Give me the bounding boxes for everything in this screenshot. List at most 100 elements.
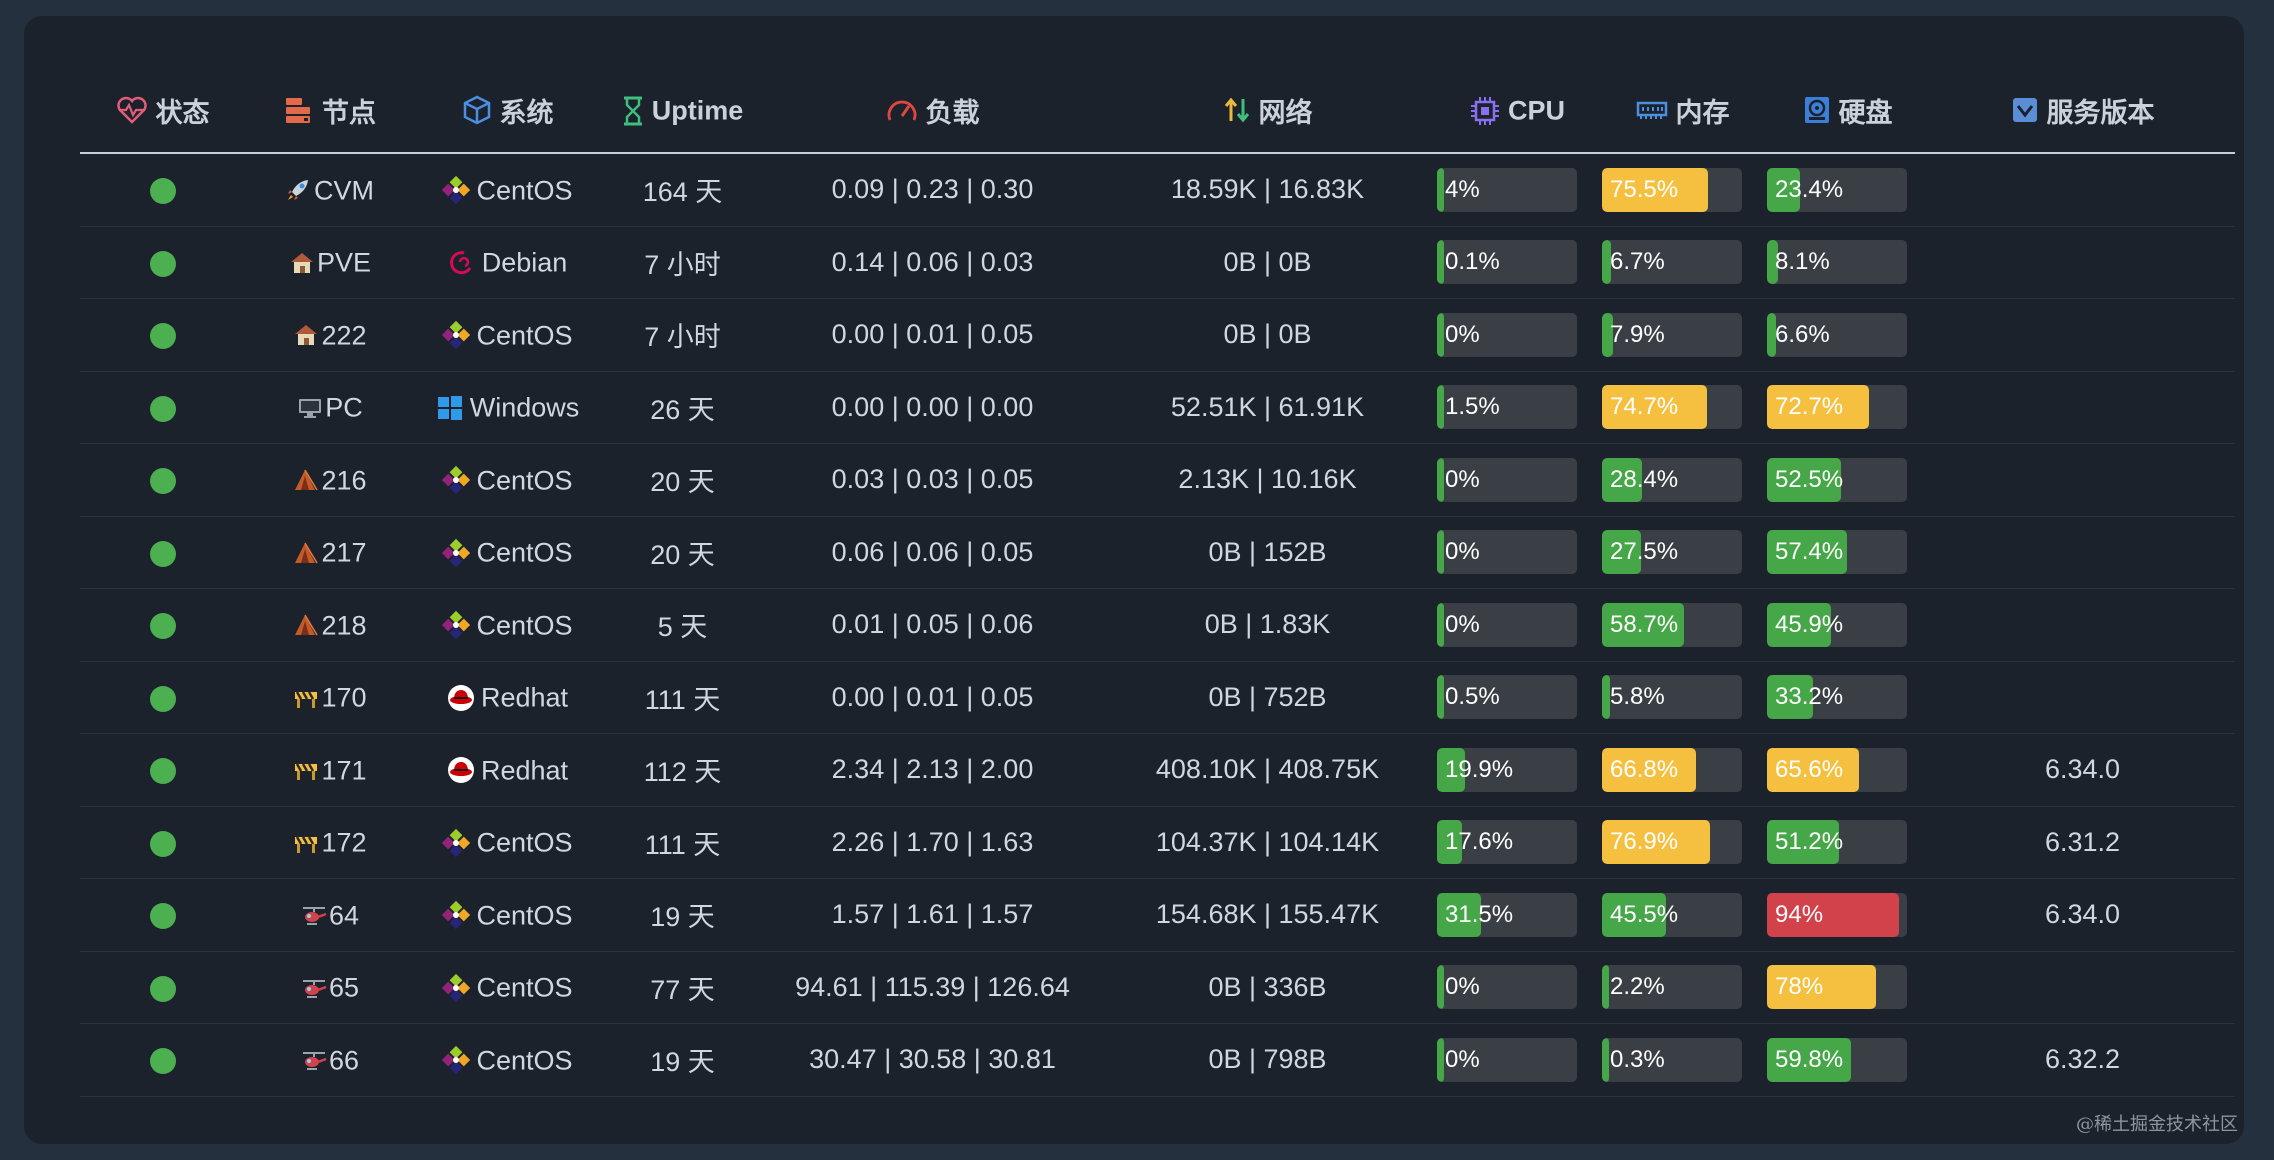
memory-cell: 74.7% (1600, 371, 1765, 444)
disk-usage-bar-label: 23.4% (1775, 175, 1844, 203)
helicopter-icon (301, 1048, 327, 1072)
column-header-uptime[interactable]: Uptime (600, 68, 765, 154)
load-cell: 94.61 | 115.39 | 126.64 (765, 951, 1100, 1024)
os-name: Redhat (480, 754, 569, 785)
disk-usage-bar-label: 59.8% (1775, 1045, 1844, 1073)
node-cell: CVM (245, 153, 415, 227)
version-cell: 6.32.2 (1930, 1023, 2235, 1097)
cpu-usage-bar-fill (1437, 1037, 1444, 1082)
column-header-network[interactable]: 网络 (1100, 68, 1435, 154)
network-cell: 0B | 152B (1100, 516, 1435, 589)
disk-usage-bar: 94% (1767, 892, 1907, 937)
os-cell: CentOS (415, 516, 600, 589)
uptime-cell: 5 天 (600, 588, 765, 662)
disk-usage-bar-fill (1767, 965, 1877, 1010)
cpu-usage-bar-label: 4% (1445, 175, 1480, 203)
status-cell (80, 516, 245, 589)
memory-usage-bar-label: 2.2% (1610, 973, 1665, 1001)
load-cell: 0.00 | 0.01 | 0.05 (765, 661, 1100, 734)
cpu-usage-bar-label: 0% (1445, 1045, 1480, 1073)
disk-usage-bar-fill (1767, 892, 1899, 937)
table-row[interactable]: CVM CentOS 164 天 0.09 | 0.23 | 0.30 18.59K |… (80, 153, 2235, 227)
os-cell: CentOS (415, 1023, 600, 1097)
centos-icon (442, 1046, 471, 1075)
cpu-usage-bar-fill (1437, 385, 1444, 430)
cpu-usage-bar: 4% (1437, 167, 1577, 212)
memory-cell: 2.2% (1600, 951, 1765, 1024)
table-row[interactable]: 171 Redhat 112 天 2.34 | 2.13 | 2.00 408.10K … (80, 733, 2235, 807)
os-name: CentOS (476, 319, 573, 350)
network-cell: 18.59K | 16.83K (1100, 153, 1435, 227)
uptime-cell: 20 天 (600, 516, 765, 589)
helicopter-icon (301, 976, 327, 1000)
network-cell: 104.37K | 104.14K (1100, 806, 1435, 879)
column-header-os[interactable]: 系统 (415, 68, 600, 154)
disk-usage-bar: 45.9% (1767, 602, 1907, 647)
memory-usage-bar-label: 6.7% (1610, 248, 1665, 276)
node-cell: 170 (245, 661, 415, 734)
load-cell: 30.47 | 30.58 | 30.81 (765, 1023, 1100, 1097)
column-header-version[interactable]: 服务版本 (1930, 68, 2235, 154)
cpu-usage-bar: 0% (1437, 602, 1577, 647)
os-cell: CentOS (415, 951, 600, 1024)
tent-icon (293, 613, 319, 637)
column-header-node[interactable]: 节点 (245, 68, 415, 154)
os-cell: Redhat (415, 733, 600, 807)
column-label: 状态 (155, 97, 210, 128)
barrier-icon (293, 758, 319, 782)
table-row[interactable]: 217 CentOS 20 天 0.06 | 0.06 | 0.05 0B | 152B… (80, 516, 2235, 589)
table-row[interactable]: 64 CentOS 19 天 1.57 | 1.61 | 1.57 154.68K | … (80, 878, 2235, 952)
memory-cell: 6.7% (1600, 226, 1765, 299)
disk-usage-bar: 51.2% (1767, 820, 1907, 865)
column-header-memory[interactable]: 内存 (1600, 68, 1765, 154)
uptime-cell: 112 天 (600, 733, 765, 807)
disk-usage-bar-fill (1767, 602, 1832, 647)
cpu-usage-bar-fill (1437, 892, 1482, 937)
disk-cell: 94% (1765, 878, 1930, 952)
table-row[interactable]: 216 CentOS 20 天 0.03 | 0.03 | 0.05 2.13K | 1… (80, 443, 2235, 517)
table-row[interactable]: 66 CentOS 19 天 30.47 | 30.58 | 30.81 0B | 79… (80, 1023, 2235, 1097)
table-row[interactable]: 170 Redhat 111 天 0.00 | 0.01 | 0.05 0B | 752… (80, 661, 2235, 734)
online-status-dot (149, 468, 176, 495)
table-row[interactable]: 218 CentOS 5 天 0.01 | 0.05 | 0.06 0B | 1.83K… (80, 588, 2235, 662)
memory-usage-bar-label: 7.9% (1610, 320, 1665, 348)
disk-cell: 57.4% (1765, 516, 1930, 589)
table-row[interactable]: 222 CentOS 7 小时 0.00 | 0.01 | 0.05 0B | 0B 0%… (80, 298, 2235, 372)
os-cell: CentOS (415, 806, 600, 879)
load-cell: 0.14 | 0.06 | 0.03 (765, 226, 1100, 299)
cpu-cell: 17.6% (1435, 806, 1600, 879)
os-name: Windows (469, 392, 580, 423)
column-header-load[interactable]: 负载 (765, 68, 1100, 154)
table-row[interactable]: 172 CentOS 111 天 2.26 | 1.70 | 1.63 104.37K … (80, 806, 2235, 879)
table-row[interactable]: 65 CentOS 77 天 94.61 | 115.39 | 126.64 0B | … (80, 951, 2235, 1024)
online-status-dot (149, 540, 176, 567)
cpu-cell: 0% (1435, 588, 1600, 662)
column-header-disk[interactable]: 硬盘 (1765, 68, 1930, 154)
memory-cell: 66.8% (1600, 733, 1765, 807)
cpu-usage-bar-label: 0% (1445, 320, 1480, 348)
cpu-usage-bar-fill (1437, 167, 1444, 212)
column-label: 负载 (925, 97, 980, 128)
disk-cell: 8.1% (1765, 226, 1930, 299)
cpu-usage-bar-fill (1437, 457, 1444, 502)
version-cell (1930, 298, 2235, 372)
cpu-usage-bar-label: 0.5% (1445, 683, 1500, 711)
node-name: 64 (328, 899, 360, 930)
table-row[interactable]: PVE Debian 7 小时 0.14 | 0.06 | 0.03 0B | 0B 0.… (80, 226, 2235, 299)
status-cell (80, 878, 245, 952)
memory-cell: 58.7% (1600, 588, 1765, 662)
disk-usage-bar-label: 57.4% (1775, 538, 1844, 566)
version-cell (1930, 516, 2235, 589)
tent-icon (293, 468, 319, 492)
os-cell: CentOS (415, 153, 600, 227)
disk-usage-bar: 52.5% (1767, 457, 1907, 502)
node-cell: 217 (245, 516, 415, 589)
column-header-cpu[interactable]: CPU (1435, 68, 1600, 154)
windows-icon (436, 394, 464, 422)
column-header-status[interactable]: 状态 (80, 68, 245, 154)
uptime-cell: 26 天 (600, 371, 765, 444)
table-row[interactable]: PC Windows 26 天 0.00 | 0.00 | 0.00 52.51K | … (80, 371, 2235, 444)
network-cell: 408.10K | 408.75K (1100, 733, 1435, 807)
column-label: CPU (1507, 95, 1565, 126)
memory-cell: 0.3% (1600, 1023, 1765, 1097)
